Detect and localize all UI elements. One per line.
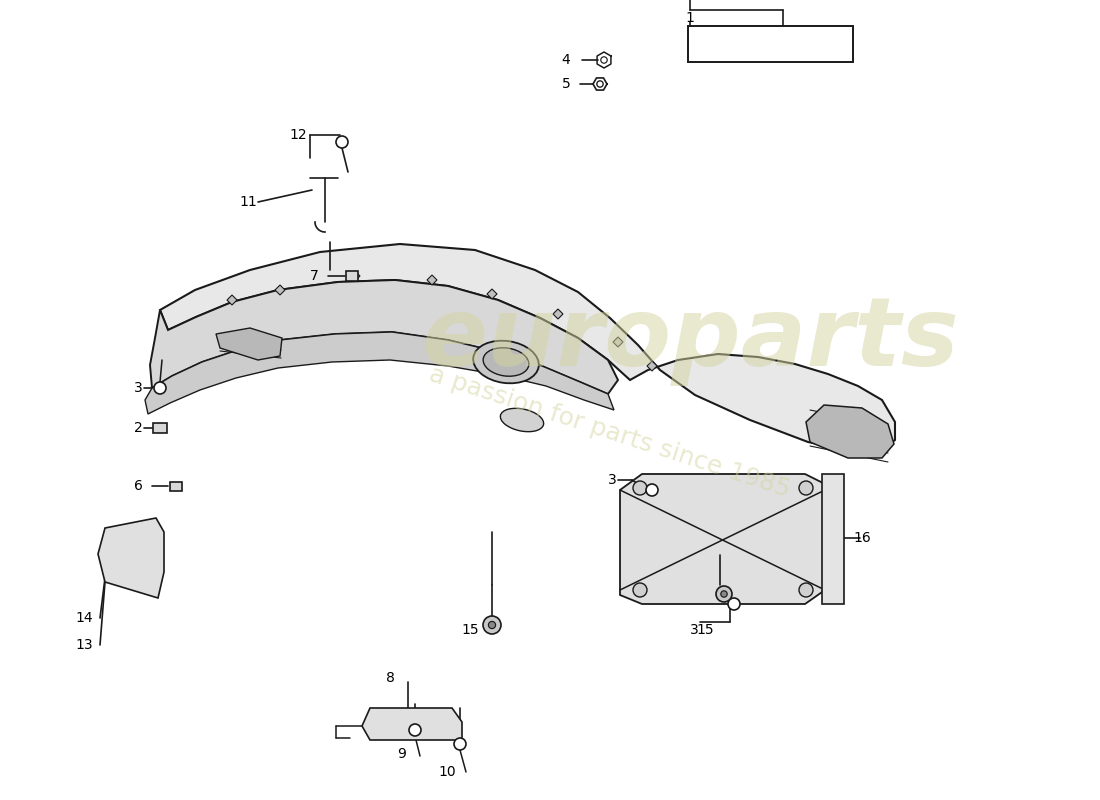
Text: 1: 1	[685, 11, 694, 25]
Text: 13  16: 13 16	[796, 37, 840, 51]
Polygon shape	[647, 361, 657, 371]
Polygon shape	[160, 244, 895, 452]
Polygon shape	[98, 518, 164, 598]
Polygon shape	[216, 328, 282, 360]
Bar	[170, 482, 182, 490]
Text: 15: 15	[696, 623, 714, 637]
Polygon shape	[227, 295, 236, 305]
Circle shape	[601, 57, 607, 63]
Text: 2 - 7: 2 - 7	[718, 37, 749, 51]
Circle shape	[632, 583, 647, 597]
Circle shape	[632, 481, 647, 495]
Circle shape	[454, 738, 466, 750]
Text: 16: 16	[854, 531, 871, 545]
Circle shape	[716, 586, 732, 602]
Polygon shape	[487, 289, 497, 299]
Ellipse shape	[473, 341, 539, 383]
Polygon shape	[145, 332, 614, 414]
Text: 3: 3	[690, 623, 698, 637]
Text: 4: 4	[562, 53, 571, 67]
Polygon shape	[275, 285, 285, 295]
Polygon shape	[620, 474, 825, 604]
Circle shape	[483, 616, 500, 634]
Circle shape	[488, 622, 496, 629]
Text: 5: 5	[562, 77, 571, 91]
Bar	[822, 474, 844, 604]
Ellipse shape	[483, 348, 529, 376]
Polygon shape	[150, 280, 618, 394]
Circle shape	[720, 590, 727, 597]
Text: 10: 10	[438, 765, 455, 779]
Text: 3: 3	[133, 381, 142, 395]
Circle shape	[154, 382, 166, 394]
Text: a passion for parts since 1985: a passion for parts since 1985	[427, 362, 793, 502]
Text: 11: 11	[239, 195, 257, 209]
Text: 13: 13	[75, 638, 92, 652]
Text: 14: 14	[75, 611, 92, 625]
Polygon shape	[806, 405, 894, 458]
Bar	[153, 423, 167, 433]
Polygon shape	[553, 309, 563, 319]
Text: 15: 15	[461, 623, 478, 637]
Polygon shape	[427, 275, 437, 285]
Text: 7: 7	[309, 269, 318, 283]
Circle shape	[597, 81, 603, 87]
Polygon shape	[350, 271, 360, 281]
Circle shape	[646, 484, 658, 496]
Ellipse shape	[500, 408, 543, 432]
Text: 3: 3	[607, 473, 616, 487]
Circle shape	[728, 598, 740, 610]
Polygon shape	[613, 337, 623, 347]
Text: 9: 9	[397, 747, 406, 761]
Text: europarts: europarts	[421, 294, 959, 386]
Circle shape	[799, 583, 813, 597]
Text: 2: 2	[133, 421, 142, 435]
Bar	[688, 26, 852, 62]
Circle shape	[799, 481, 813, 495]
Circle shape	[409, 724, 421, 736]
Text: 12: 12	[289, 128, 307, 142]
Circle shape	[336, 136, 348, 148]
Text: 8: 8	[386, 671, 395, 685]
Polygon shape	[362, 708, 462, 740]
Bar	[346, 271, 358, 281]
Text: 6: 6	[133, 479, 142, 493]
